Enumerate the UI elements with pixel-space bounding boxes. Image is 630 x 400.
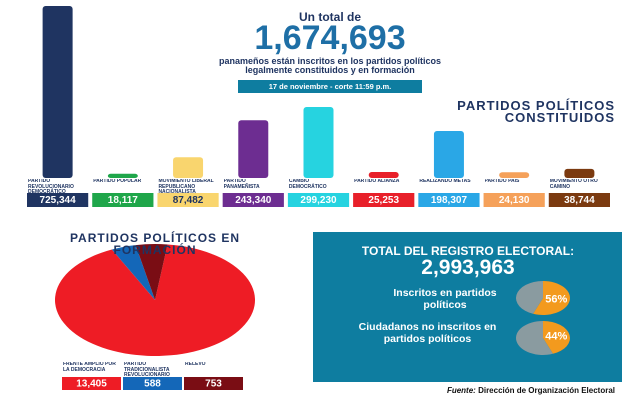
legend-swatch [62, 377, 121, 390]
x-tick-label: PARTIDO POPULAR [93, 179, 142, 184]
bar [433, 130, 464, 178]
bar [368, 172, 399, 178]
bar [42, 6, 73, 178]
value-box [418, 193, 480, 207]
bar [173, 157, 204, 178]
legend-swatch [184, 377, 243, 390]
summary-total: 2,993,963 [421, 256, 515, 279]
x-tick-label: CAMBIO DEMOCRÁTICO [288, 179, 327, 190]
pie-slice [135, 244, 168, 300]
x-tick-label: PARTIDO ALIANZA [354, 179, 400, 184]
value-label: 38,744 [564, 195, 595, 206]
value-box [27, 193, 89, 207]
source-label: Fuente: [446, 386, 476, 395]
value-box [92, 193, 154, 207]
subtitle: legalmente constituidos y en formación [245, 65, 415, 75]
date-badge: 17 de noviembre - corte 11:59 p.m. [238, 80, 422, 93]
value-box [287, 193, 350, 207]
bar [107, 173, 138, 178]
slice-label: 44% [545, 330, 567, 342]
x-tick-label: MOVIMIENTO LIBERAL REPUBLICANO NACIONALI… [158, 179, 214, 194]
x-tick-label: PARTIDO PAÍS [484, 179, 520, 184]
legend-label: PARTIDO TRADICIONALISTA REVOLUCIONARIO [124, 362, 170, 377]
pie-title: Inscritos en partidos políticos [393, 287, 497, 311]
intro: Un total de [299, 10, 361, 24]
value-label: 24,130 [499, 195, 530, 206]
value-label: 243,340 [235, 195, 272, 206]
pie-title: Ciudadanos no inscritos en partidos polí… [358, 321, 497, 345]
value-label: 25,253 [368, 195, 399, 206]
summary-panel [313, 232, 622, 382]
x-tick-label: PARTIDO PANAMEÑISTA [223, 179, 260, 190]
legend-value: 588 [144, 379, 161, 390]
slice-label: 56% [545, 293, 567, 305]
legend-value: 13,405 [76, 379, 107, 390]
bar [499, 172, 530, 178]
subtitle: panameños están inscritos en los partido… [218, 56, 442, 66]
value-label: 725,344 [40, 195, 77, 206]
pie-slice [55, 244, 256, 357]
value-box [157, 193, 219, 207]
value-label: 198,307 [431, 195, 468, 206]
bar [303, 107, 334, 178]
pie-slice [515, 281, 543, 314]
value-label: 299,230 [300, 195, 337, 206]
x-tick-label: PARTIDO REVOLUCIONARIO DEMOCRÁTICO [28, 179, 74, 194]
pie-slice [543, 321, 571, 354]
x-tick-label: REALIZANDO METAS [419, 179, 471, 184]
total: 1,674,693 [254, 19, 406, 57]
value-label: 87,482 [173, 195, 204, 206]
value-label: 18,117 [108, 195, 138, 206]
legend-swatch [123, 377, 182, 390]
pie-slice [111, 245, 155, 300]
source: Dirección de Organización Electoral [478, 386, 615, 395]
pie-title: PARTIDOS POLÍTICOS EN FORMACIÓN [69, 231, 241, 257]
legend-value: 753 [205, 379, 222, 390]
value-box [548, 193, 610, 207]
bar [564, 168, 595, 178]
summary-title: TOTAL DEL REGISTRO ELECTORAL: [361, 244, 575, 258]
legend-label: RELEVO [185, 362, 206, 367]
pie-slice [516, 321, 553, 356]
pie-slice [533, 281, 570, 316]
legend-label: FRENTE AMPLIO POR LA DEMOCRACIA [63, 362, 116, 373]
x-tick-label: MOVIMIENTO OTRO CAMINO [549, 179, 598, 190]
bar [238, 120, 269, 178]
value-box [222, 193, 284, 207]
footer: Fuente: Dirección de Organización Electo… [330, 386, 615, 395]
bar-title: PARTIDOS POLÍTICOS CONSTITUIDOS [457, 98, 615, 125]
value-box [483, 193, 545, 207]
value-box [353, 193, 415, 207]
